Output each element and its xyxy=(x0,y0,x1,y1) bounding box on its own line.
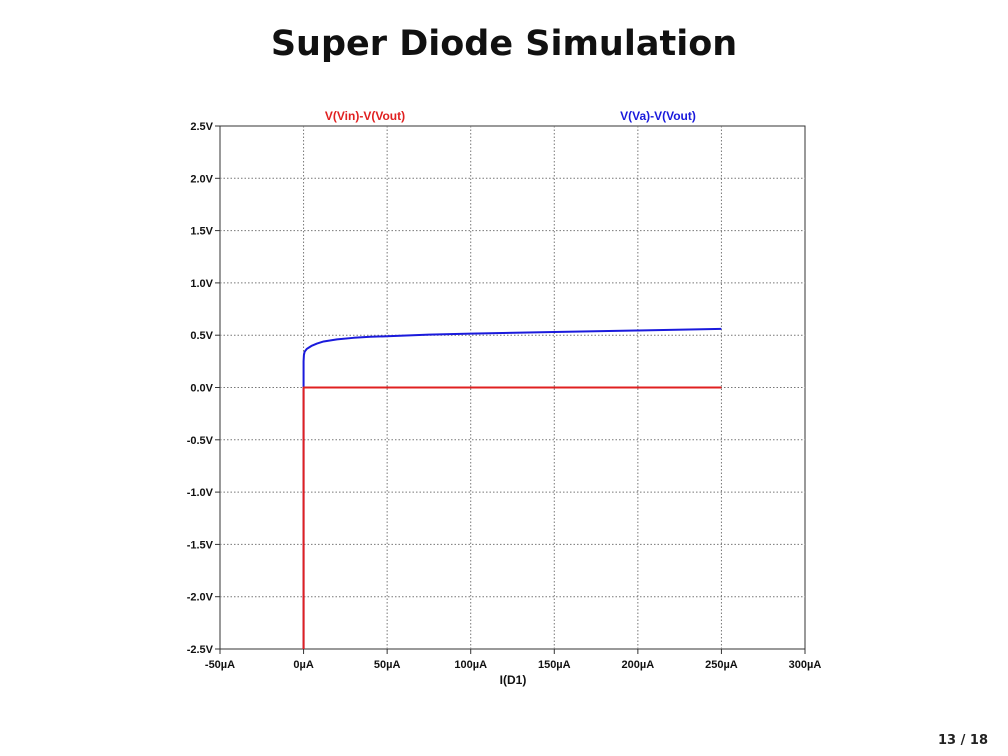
y-tick-label: 1.5V xyxy=(190,226,213,238)
page-number: 13 / 18 xyxy=(938,733,988,748)
x-axis: -50µA 0µA 50µA 100µA 150µA 200µA 250µA 300µA xyxy=(205,649,821,671)
y-tick-label: -2.5V xyxy=(187,644,214,656)
x-tick-label: 100µA xyxy=(454,659,487,671)
x-tick-label: 300µA xyxy=(789,659,822,671)
x-tick-label: 150µA xyxy=(538,659,571,671)
y-tick-label: -1.5V xyxy=(187,539,214,551)
x-tick-label: 50µA xyxy=(374,659,401,671)
x-tick-label: -50µA xyxy=(205,659,235,671)
legend-vin-vout: V(Vin)-V(Vout) xyxy=(325,109,405,123)
y-tick-label: 2.5V xyxy=(190,121,213,133)
y-tick-label: -2.0V xyxy=(187,592,214,604)
y-tick-label: -0.5V xyxy=(187,435,214,447)
y-tick-label: 2.0V xyxy=(190,173,213,185)
x-tick-label: 250µA xyxy=(705,659,738,671)
y-tick-label: 0.5V xyxy=(190,330,213,342)
x-tick-label: 0µA xyxy=(293,659,313,671)
y-tick-label: 1.0V xyxy=(190,278,213,290)
series-line-1 xyxy=(302,327,722,649)
legend-va-vout: V(Va)-V(Vout) xyxy=(620,109,696,123)
series-line-0 xyxy=(302,386,722,649)
series-group xyxy=(302,327,722,649)
y-tick-label: -1.0V xyxy=(187,487,214,499)
y-tick-label: 0.0V xyxy=(190,383,213,395)
x-axis-label: I(D1) xyxy=(500,673,527,687)
y-axis: 2.5V 2.0V 1.5V 1.0V 0.5V 0.0V -0.5V -1.0V -1.5V -… xyxy=(187,121,220,656)
slide-title: Super Diode Simulation xyxy=(270,24,738,64)
x-tick-label: 200µA xyxy=(622,659,655,671)
